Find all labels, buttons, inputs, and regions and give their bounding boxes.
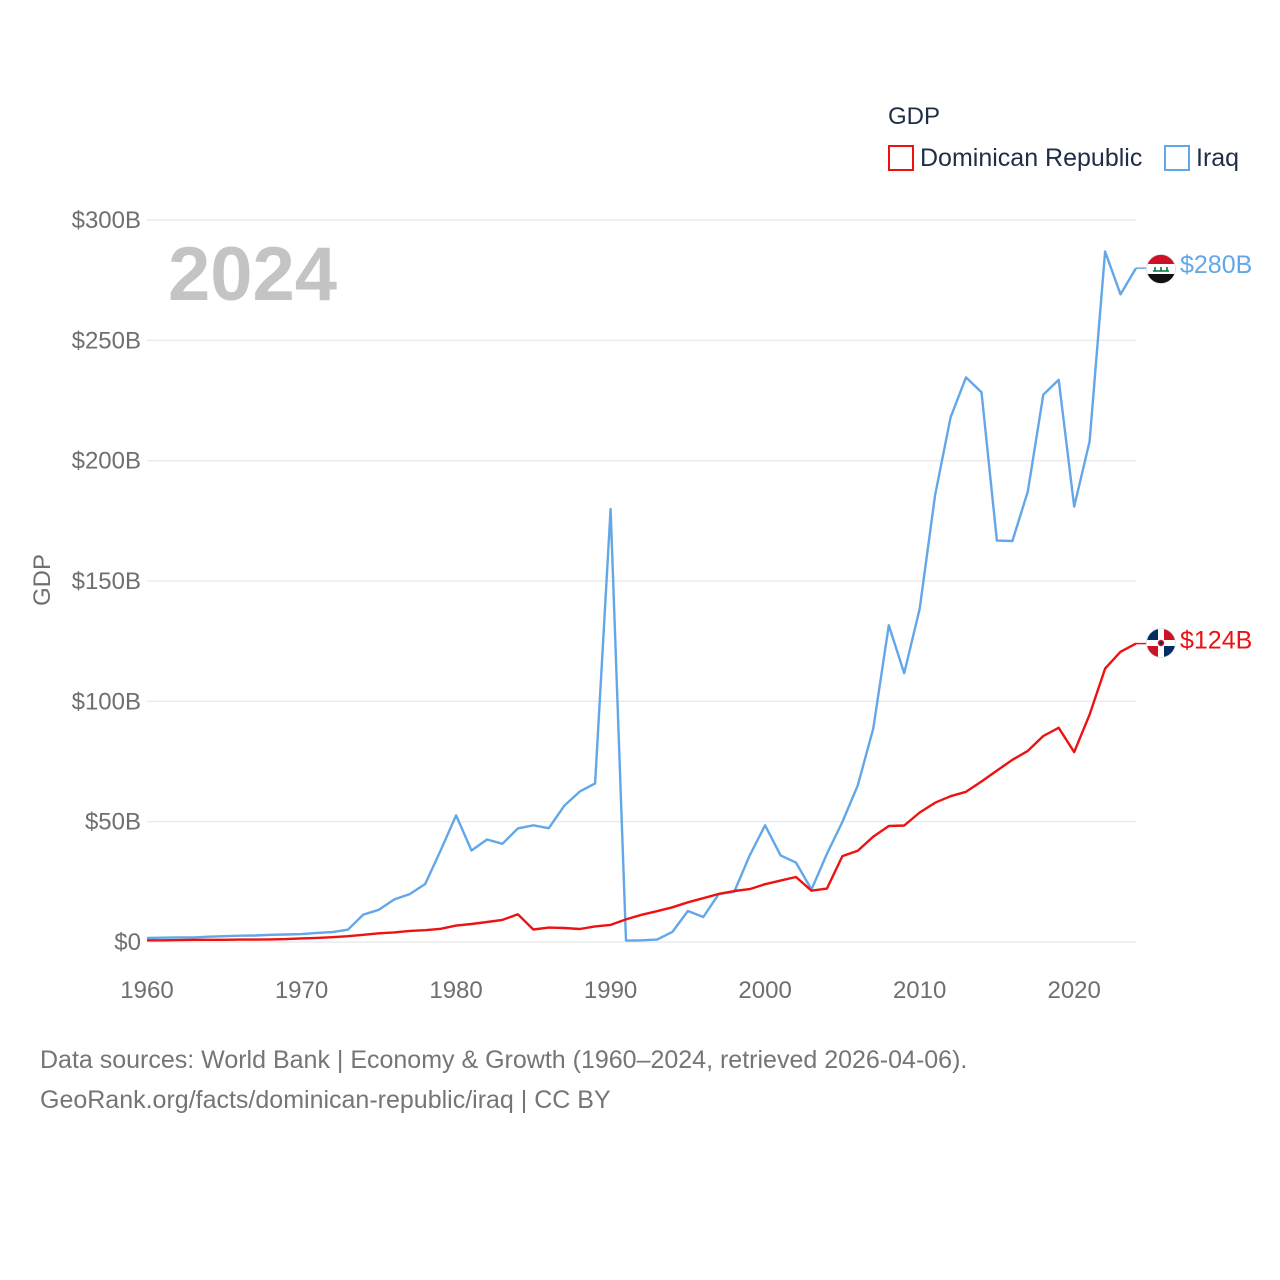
- grid-lines: [147, 219, 1136, 943]
- legend-swatch-iraq: [1164, 145, 1190, 171]
- gdp-line-chart: $0 $50B $100B $150B $200B $250B $300B 1960 1970…: [29, 103, 1252, 1004]
- legend-item-dominican-republic[interactable]: Dominican Republic: [888, 144, 1142, 172]
- legend-item-iraq[interactable]: Iraq: [1164, 144, 1239, 172]
- legend[interactable]: GDP Dominican Republic Iraq: [888, 103, 1239, 172]
- legend-label-dominican-republic: Dominican Republic: [920, 144, 1142, 172]
- end-labels: $280B $124B: [1136, 251, 1252, 655]
- x-tick-label: 2020: [1047, 977, 1100, 1004]
- legend-swatch-dominican-republic: [888, 145, 914, 171]
- y-tick-label: $200B: [72, 448, 141, 475]
- x-tick-label: 1970: [275, 977, 328, 1004]
- y-tick-label: $100B: [72, 688, 141, 715]
- source-line-1: Data sources: World Bank | Economy & Gro…: [40, 1046, 968, 1074]
- x-tick-label: 2000: [738, 977, 791, 1004]
- series-lines: [146, 250, 1138, 942]
- iraq-flag-icon: [1146, 254, 1176, 284]
- dominican-republic-flag-icon: [1146, 628, 1176, 658]
- x-axis-ticks: 1960 1970 1980 1990 2000 2010 2020: [120, 977, 1101, 1004]
- end-value-label-dominican: $124B: [1180, 627, 1252, 655]
- x-tick-label: 2010: [893, 977, 946, 1004]
- legend-label-iraq: Iraq: [1196, 144, 1239, 172]
- source-line-2: GeoRank.org/facts/dominican-republic/ira…: [40, 1086, 611, 1114]
- y-tick-label: $0: [114, 929, 141, 956]
- series-line-iraq: [146, 250, 1138, 942]
- y-axis-label: GDP: [29, 554, 56, 606]
- y-axis-ticks: $0 $50B $100B $150B $200B $250B $300B: [72, 207, 141, 956]
- y-tick-label: $150B: [72, 568, 141, 595]
- x-tick-label: 1990: [584, 977, 637, 1004]
- legend-title: GDP: [888, 103, 940, 130]
- y-tick-label: $50B: [85, 809, 141, 836]
- source-note: Data sources: World Bank | Economy & Gro…: [40, 1040, 1240, 1120]
- end-value-label-iraq: $280B: [1180, 251, 1252, 279]
- series-line-dominican: [147, 642, 1137, 942]
- y-tick-label: $300B: [72, 207, 141, 234]
- x-tick-label: 1980: [429, 977, 482, 1004]
- x-tick-label: 1960: [120, 977, 173, 1004]
- y-tick-label: $250B: [72, 327, 141, 354]
- year-label: 2024: [168, 232, 337, 317]
